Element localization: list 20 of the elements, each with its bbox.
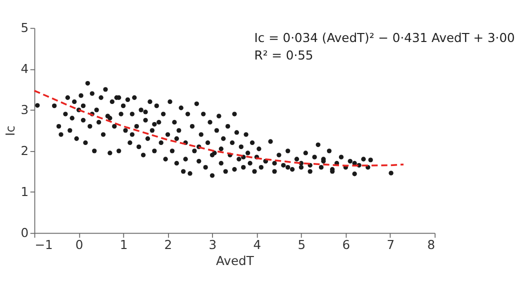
y-tick-label: 1 <box>20 184 29 199</box>
x-tick-label: 5 <box>298 238 306 252</box>
y-tick-label: 4 <box>20 62 29 76</box>
x-tick-label: 7 <box>386 238 395 252</box>
annotation: R² = 0·55 <box>254 48 314 63</box>
y-tick-label: 5 <box>20 20 29 35</box>
x-tick-label: 6 <box>342 238 350 252</box>
y-tick-label: 0 <box>20 226 29 240</box>
annotation: Ic = 0·034 (AvedT)² − 0·431 AvedT + 3·00 <box>254 30 515 45</box>
x-axis-title: AvedT <box>216 254 254 268</box>
x-tick-label: 3 <box>208 238 217 252</box>
x-tick-label: 2 <box>164 238 172 252</box>
x-tick-label: 0 <box>75 238 84 252</box>
y-axis-title: Ic <box>4 126 18 136</box>
x-tick-label: 1 <box>120 238 128 252</box>
x-tick-label: 8 <box>427 238 436 252</box>
x-tick-label: 4 <box>253 238 262 252</box>
y-tick-label: 3 <box>20 102 29 117</box>
x-tick-label: −1 <box>34 238 53 252</box>
y-tick-label: 2 <box>20 144 29 158</box>
